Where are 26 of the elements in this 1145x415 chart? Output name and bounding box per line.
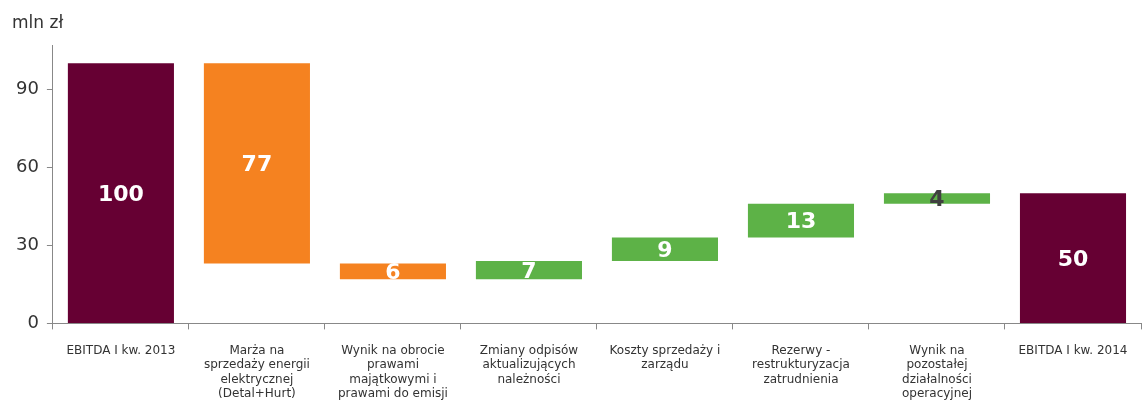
bar xyxy=(67,63,174,323)
bar xyxy=(1019,193,1127,323)
x-tick-label: EBITDA I kw. 2013 xyxy=(66,342,176,357)
data-label: 9 xyxy=(657,236,673,262)
bar xyxy=(475,260,582,280)
x-tick-label: Zmiany odpisów aktualizujących należności xyxy=(479,342,579,386)
data-label: 100 xyxy=(97,180,144,206)
data-label: 77 xyxy=(241,151,273,177)
y-tick-label: 90 xyxy=(16,76,39,98)
y-tick-label: 0 xyxy=(27,311,39,333)
y-tick-label: 30 xyxy=(16,233,39,255)
x-tick-label: Koszty sprzedaży i zarządu xyxy=(609,342,721,372)
bar xyxy=(747,203,855,238)
data-label: 50 xyxy=(1057,245,1089,271)
x-tick-label: Wynik na pozostałej działalności operacyjnej xyxy=(901,342,972,400)
x-tick-label: EBITDA I kw. 2014 xyxy=(1018,342,1128,357)
x-tick-label: Marża na sprzedaży energii elektrycznej (Detal+Hurt) xyxy=(203,342,310,400)
y-axis-title: mln zł xyxy=(12,12,64,32)
bar xyxy=(203,63,310,264)
data-label: 7 xyxy=(521,257,537,283)
data-label: 6 xyxy=(385,259,401,285)
x-tick-label: Rezerwy - restrukturyzacja zatrudnienia xyxy=(752,342,850,386)
x-tick-label: Wynik na obrocie prawami majątkowymi i prawami do emisji xyxy=(337,342,448,400)
data-label: 13 xyxy=(785,208,817,234)
bar xyxy=(611,237,718,261)
y-tick-label: 60 xyxy=(16,154,39,176)
